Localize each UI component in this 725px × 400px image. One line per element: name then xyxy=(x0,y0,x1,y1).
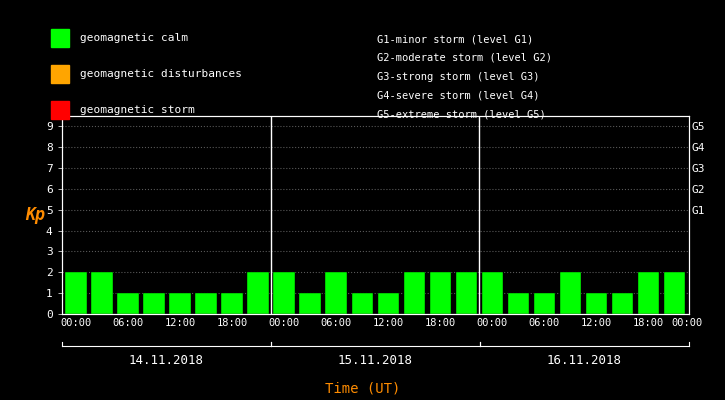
Text: 16.11.2018: 16.11.2018 xyxy=(547,354,622,366)
Bar xyxy=(404,272,425,314)
Text: G1-minor storm (level G1): G1-minor storm (level G1) xyxy=(377,34,534,44)
Bar xyxy=(170,293,191,314)
Bar xyxy=(430,272,451,314)
Text: 14.11.2018: 14.11.2018 xyxy=(128,354,204,366)
Text: Time (UT): Time (UT) xyxy=(325,382,400,396)
Bar xyxy=(195,293,217,314)
Text: G2-moderate storm (level G2): G2-moderate storm (level G2) xyxy=(377,53,552,63)
Bar xyxy=(534,293,555,314)
Bar xyxy=(586,293,607,314)
Bar xyxy=(352,293,373,314)
Bar xyxy=(481,272,503,314)
Text: geomagnetic calm: geomagnetic calm xyxy=(80,33,188,43)
Bar xyxy=(638,272,659,314)
Bar xyxy=(247,272,269,314)
Bar xyxy=(378,293,399,314)
Text: G4-severe storm (level G4): G4-severe storm (level G4) xyxy=(377,90,539,100)
Y-axis label: Kp: Kp xyxy=(25,206,45,224)
Bar xyxy=(273,272,295,314)
Bar xyxy=(65,272,86,314)
Bar xyxy=(326,272,347,314)
Text: 15.11.2018: 15.11.2018 xyxy=(338,354,413,366)
Text: G3-strong storm (level G3): G3-strong storm (level G3) xyxy=(377,72,539,82)
Bar xyxy=(507,293,529,314)
Bar xyxy=(560,272,581,314)
Bar xyxy=(299,293,320,314)
Text: G5-extreme storm (level G5): G5-extreme storm (level G5) xyxy=(377,109,546,119)
Bar xyxy=(612,293,633,314)
Text: geomagnetic storm: geomagnetic storm xyxy=(80,105,194,115)
Bar xyxy=(664,272,685,314)
Bar xyxy=(144,293,165,314)
Bar xyxy=(91,272,112,314)
Bar xyxy=(117,293,138,314)
Bar xyxy=(221,293,243,314)
Bar xyxy=(455,272,477,314)
Text: geomagnetic disturbances: geomagnetic disturbances xyxy=(80,69,241,79)
